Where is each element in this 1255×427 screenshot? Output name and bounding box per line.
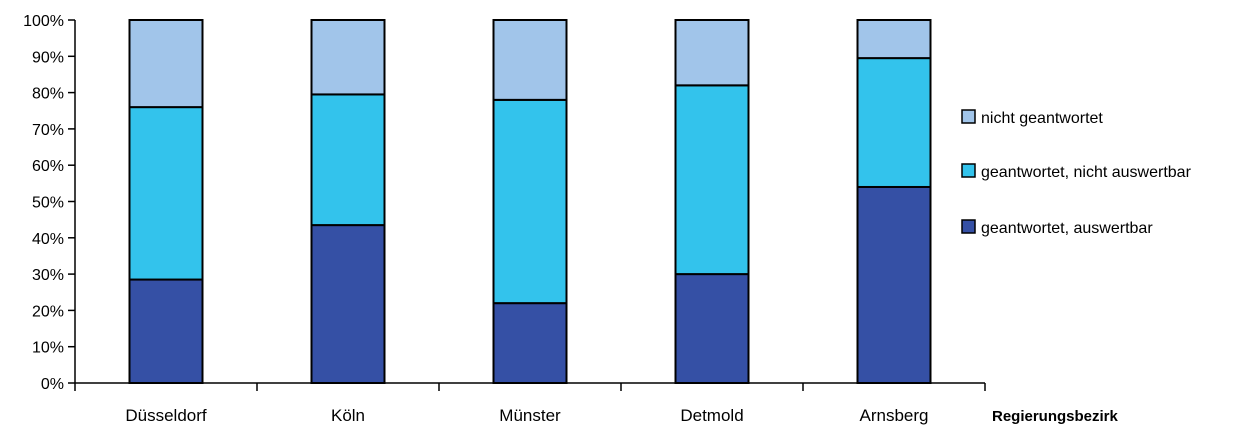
bar-segment-3-4	[674, 19, 750, 87]
bar-segment-3-3	[492, 19, 568, 101]
y-tick-label: 90%	[32, 49, 64, 66]
legend-label-1: nicht geantwortet	[981, 110, 1103, 127]
y-tick-label: 50%	[32, 195, 64, 212]
x-axis-title: Regierungsbezirk	[992, 408, 1119, 425]
y-tick-label: 80%	[32, 86, 64, 103]
bars-layer	[128, 19, 932, 385]
y-tick-label: 60%	[32, 158, 64, 175]
legend-label-3: geantwortet, auswertbar	[981, 220, 1153, 237]
axes-layer	[68, 19, 986, 391]
legend: nicht geantwortet geantwortet, nicht ausw…	[961, 109, 1192, 237]
x-tick-label: Münster	[499, 406, 561, 425]
y-tick-label: 20%	[32, 303, 64, 320]
bar-segment-2-3	[492, 98, 568, 305]
bar-segment-1-1	[128, 278, 204, 385]
labels-layer: Düsseldorf Köln Münster Detmold Arnsberg 0% 10…	[23, 13, 928, 425]
legend-swatch-1	[961, 109, 976, 124]
y-tick-label: 100%	[23, 13, 64, 30]
y-tick-label: 40%	[32, 231, 64, 248]
legend-swatch-3	[961, 219, 976, 234]
bar-segment-2-2	[310, 93, 386, 227]
x-tick-label: Arnsberg	[860, 406, 929, 425]
bar-segment-2-1	[128, 106, 204, 281]
bar-segment-3-1	[128, 19, 204, 109]
x-tick-label: Köln	[331, 406, 365, 425]
bar-segment-1-2	[310, 224, 386, 384]
bar-segment-1-3	[492, 302, 568, 385]
bar-segment-1-4	[674, 273, 750, 385]
bar-segment-2-4	[674, 84, 750, 276]
x-tick-label: Düsseldorf	[125, 406, 207, 425]
bar-segment-3-5	[856, 19, 932, 60]
bar-segment-3-2	[310, 19, 386, 96]
legend-swatch-2	[961, 163, 976, 178]
x-tick-label: Detmold	[680, 406, 743, 425]
legend-label-2: geantwortet, nicht auswertbar	[981, 164, 1192, 181]
y-tick-label: 10%	[32, 340, 64, 357]
bar-segment-2-5	[856, 57, 932, 188]
y-tick-label: 30%	[32, 267, 64, 284]
y-tick-label: 0%	[41, 376, 64, 393]
y-tick-label: 70%	[32, 122, 64, 139]
bar-segment-1-5	[856, 185, 932, 384]
